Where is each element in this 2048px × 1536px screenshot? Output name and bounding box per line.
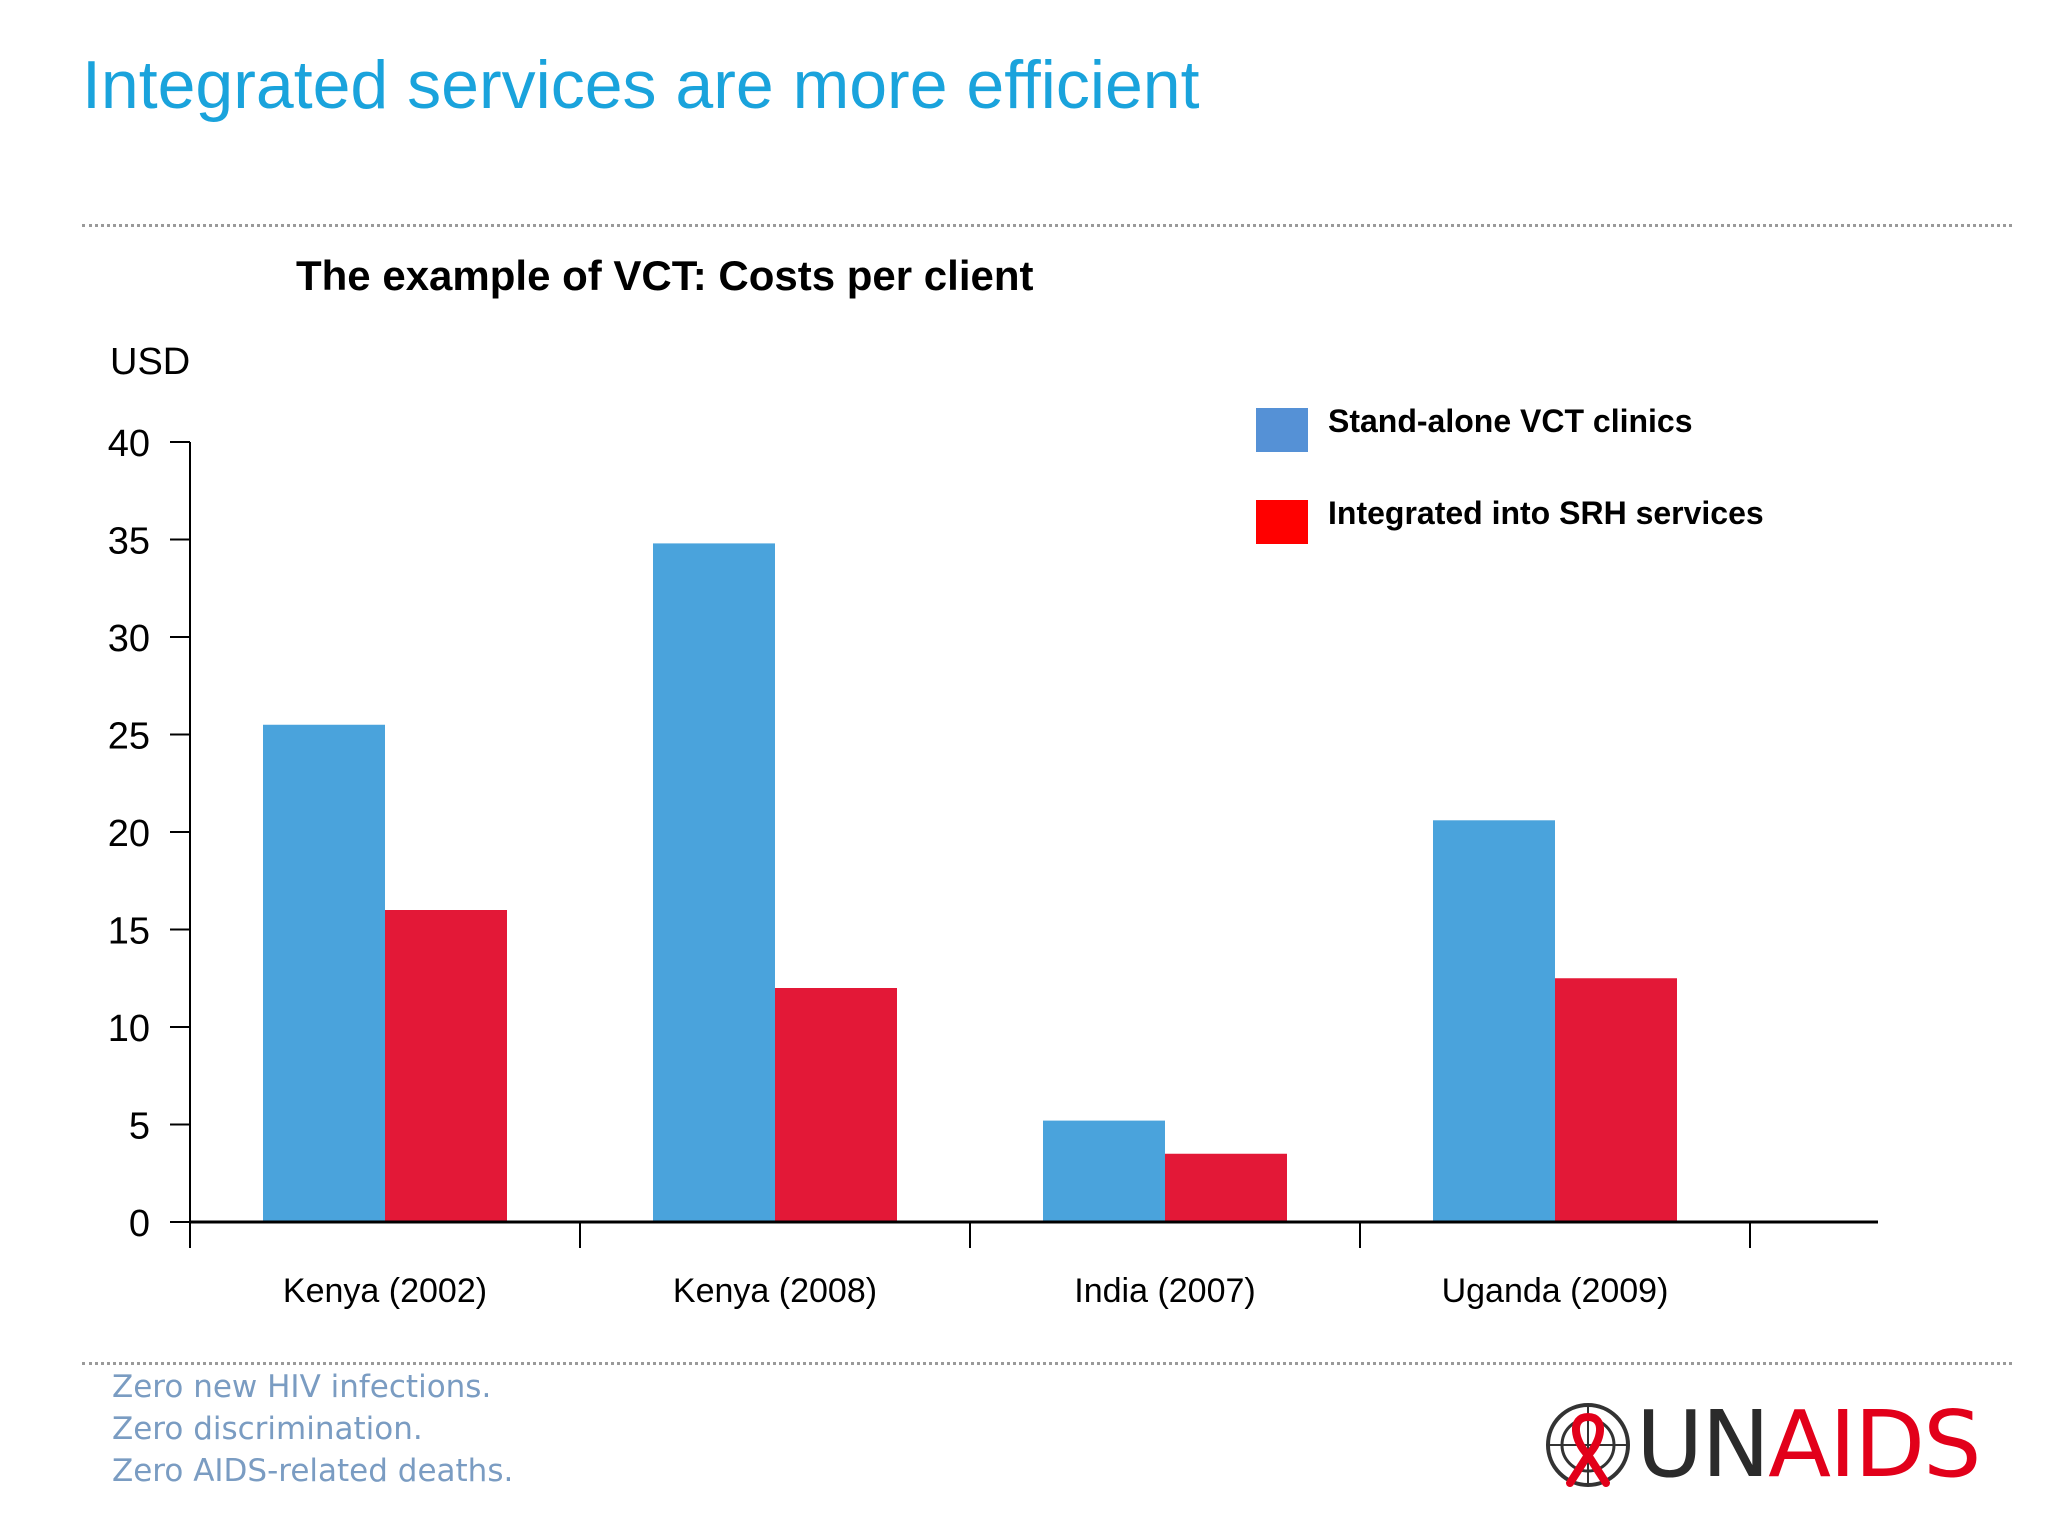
legend-label: Integrated into SRH services: [1328, 495, 1764, 531]
bar-integrated: [1165, 1153, 1287, 1222]
top-divider: [82, 224, 2012, 227]
y-tick-label: 20: [108, 813, 150, 855]
x-axis: Kenya (2002) Kenya (2008) India (2007) Ugan…: [189, 1220, 1878, 1310]
bar-integrated: [775, 988, 897, 1222]
y-axis: 0 5 10 15 20 25 30 35 40: [108, 423, 191, 1248]
y-tick-label: 40: [108, 423, 150, 465]
bar-group: [263, 543, 1677, 1222]
un-emblem-ribbon-icon: [1546, 1403, 1630, 1487]
bottom-divider: [82, 1362, 2012, 1365]
y-tick-label: 15: [108, 911, 150, 953]
x-tick-label: Kenya (2002): [283, 1272, 487, 1310]
bar-standalone: [653, 543, 775, 1222]
logo-wordmark: UNAIDS: [1636, 1399, 1981, 1491]
tagline-line: Zero discrimination.: [112, 1411, 423, 1447]
y-tick-label: 0: [129, 1203, 150, 1245]
tagline: Zero new HIV infections. Zero discrimina…: [112, 1366, 513, 1492]
chart-title: The example of VCT: Costs per client: [296, 252, 1034, 299]
legend-swatch: [1256, 500, 1308, 544]
y-tick-label: 10: [108, 1008, 150, 1050]
y-axis-label: USD: [110, 341, 190, 383]
unaids-logo: UNAIDS: [1540, 1390, 1981, 1500]
logo-aids: AIDS: [1768, 1391, 1981, 1498]
tagline-line: Zero new HIV infections.: [112, 1369, 492, 1405]
legend-swatch: [1256, 408, 1308, 452]
x-tick-label: India (2007): [1074, 1272, 1255, 1310]
x-tick-label: Kenya (2008): [673, 1272, 877, 1310]
bar-standalone: [1043, 1120, 1165, 1222]
y-tick-label: 5: [129, 1106, 150, 1148]
y-tick-label: 35: [108, 521, 150, 563]
y-tick-label: 30: [108, 618, 150, 660]
bar-standalone: [263, 724, 385, 1222]
y-tick-label: 25: [108, 716, 150, 758]
bar-chart: The example of VCT: Costs per client USD…: [108, 252, 1878, 1310]
bar-integrated: [385, 910, 507, 1222]
legend: Stand-alone VCT clinics Integrated into S…: [1256, 403, 1764, 544]
legend-label: Stand-alone VCT clinics: [1328, 403, 1693, 439]
x-tick-label: Uganda (2009): [1442, 1272, 1669, 1310]
page-title: Integrated services are more efficient: [82, 47, 1200, 123]
bar-integrated: [1555, 978, 1677, 1222]
tagline-line: Zero AIDS-related deaths.: [112, 1453, 514, 1489]
logo-un: UN: [1636, 1391, 1770, 1498]
bar-standalone: [1433, 820, 1555, 1222]
